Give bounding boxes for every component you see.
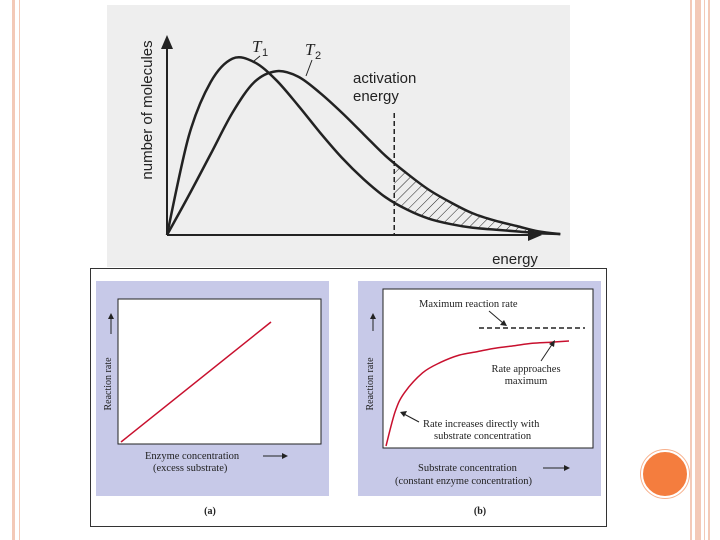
t1-label: T — [252, 37, 263, 56]
panel-a-y-label: Reaction rate — [103, 357, 114, 411]
activation-label-line2: energy — [353, 88, 399, 105]
t1-pointer — [253, 55, 261, 62]
panel-b-x-label-line2: (constant enzyme concentration) — [395, 476, 533, 487]
right-decor-line-1 — [690, 0, 692, 540]
panel-b-y-arrow-head — [370, 313, 376, 319]
panel-b-approach-line2: maximum — [505, 376, 548, 387]
panel-b-max-label: Maximum reaction rate — [419, 299, 518, 310]
panel-b-increase-line1: Rate increases directly with — [423, 419, 540, 430]
right-decor-line-3 — [704, 0, 705, 540]
panel-b-max-pointer — [488, 310, 504, 324]
panel-b-approach-pointer — [540, 342, 554, 362]
left-decor-line-thin — [19, 0, 20, 540]
panel-b-increase-pointer-head — [400, 411, 407, 417]
panel-b-increase-line2: substrate concentration — [434, 431, 532, 442]
t1-subscript: 1 — [262, 47, 268, 59]
t2-label: T — [305, 40, 316, 59]
x-axis-label: energy — [492, 251, 538, 267]
panel-b-label: (b) — [474, 506, 486, 517]
panel-b-y-label: Reaction rate — [365, 357, 376, 411]
panel-b-max-pointer-head — [500, 320, 507, 326]
panel-a-label: (a) — [204, 506, 216, 517]
enzyme-kinetics-svg: Reaction rate Enzyme concentration (exce… — [96, 281, 601, 517]
panel-b-x-label-line1: Substrate concentration — [418, 463, 518, 474]
activation-energy-hatched-area — [394, 163, 561, 235]
right-decor-line-2 — [695, 0, 701, 540]
panel-b-approach-pointer-head — [549, 340, 555, 347]
panel-a-rate-line — [120, 321, 272, 443]
panel-a-plot-area — [117, 298, 322, 445]
activation-label-line1: activation — [353, 70, 416, 87]
panel-b-rate-curve — [385, 340, 570, 447]
curve-t2 — [165, 69, 561, 236]
y-axis-label: number of molecules — [139, 40, 156, 179]
t2-pointer — [305, 59, 313, 77]
panel-b-increase-pointer — [403, 413, 420, 423]
panel-a-x-label-line2: (excess substrate) — [153, 463, 228, 474]
left-decor-line-thick — [12, 0, 15, 540]
panel-b-x-arrow-head — [564, 465, 570, 471]
t2-subscript: 2 — [315, 50, 321, 62]
enzyme-kinetics-figure: Reaction rate Enzyme concentration (exce… — [90, 268, 607, 527]
panel-a-x-arrow-head — [282, 453, 288, 459]
y-axis-arrow — [161, 35, 173, 49]
panel-a-y-arrow-head — [108, 313, 114, 319]
energy-distribution-panel: number of molecules energy activation en… — [107, 5, 570, 267]
curve-t1 — [165, 56, 561, 236]
panel-a-x-label-line1: Enzyme concentration — [145, 451, 240, 462]
panel-b-approach-line1: Rate approaches — [491, 364, 560, 375]
right-decor-line-4 — [708, 0, 710, 540]
energy-distribution-chart: number of molecules energy activation en… — [139, 35, 561, 267]
orange-circle-decoration — [641, 450, 689, 498]
